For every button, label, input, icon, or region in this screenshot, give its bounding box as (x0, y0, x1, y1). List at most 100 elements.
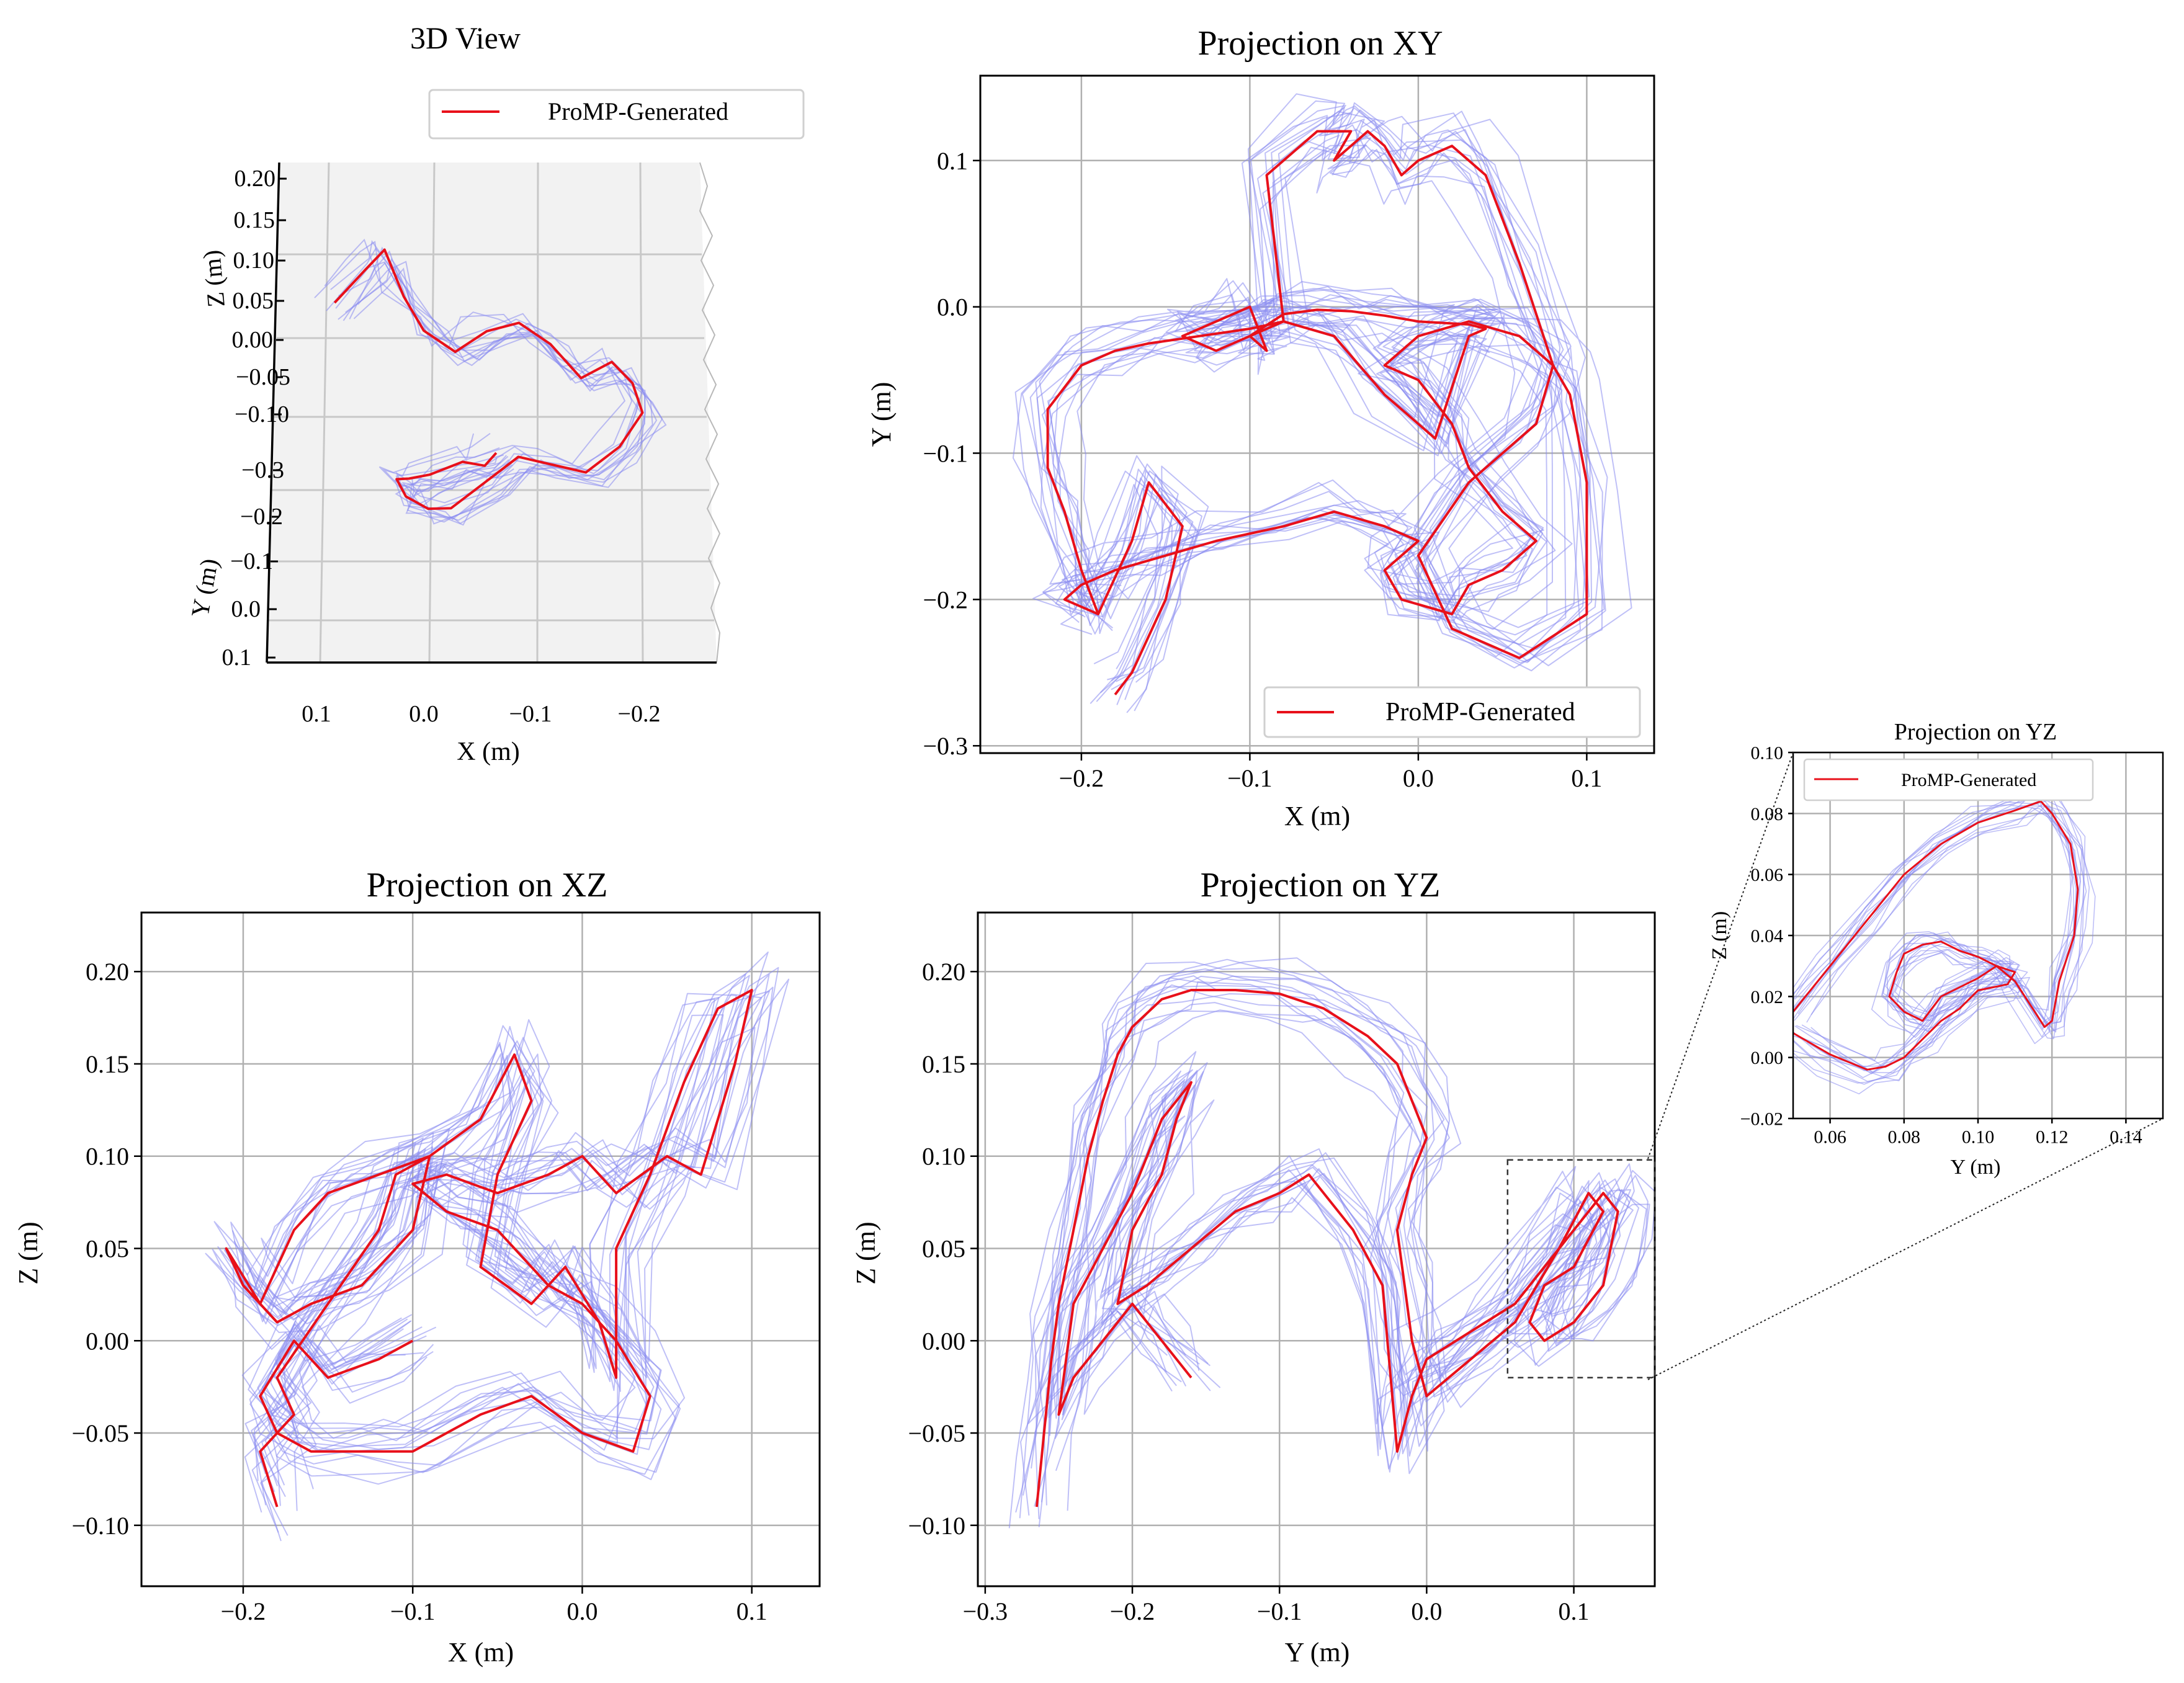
3d-pane (267, 163, 717, 663)
xy-legend-label: ProMP-Generated (1385, 698, 1575, 726)
inset-y-tick-label: 0.08 (1751, 804, 1784, 824)
xz-y-tick-label: 0.15 (86, 1050, 129, 1078)
xy-x-axis-label: X (m) (1284, 801, 1350, 831)
3d-demonstration-line (314, 241, 633, 505)
3d-z-tick-label: −0.10 (235, 401, 289, 427)
xz-demonstration-line (261, 990, 771, 1489)
xz-x-tick-label: 0.1 (736, 1597, 768, 1625)
3d-legend: ProMP-Generated (428, 89, 805, 140)
3d-x-tick-labels: 0.1 0.0 −0.1 −0.2 (302, 701, 660, 727)
yz-demonstration-line (1043, 957, 1655, 1506)
3d-axes (266, 162, 717, 664)
3d-grid-line (536, 162, 539, 663)
3d-y-tick-label: 0.1 (222, 645, 252, 671)
3d-y-tick-label: −0.1 (230, 548, 273, 574)
xz-y-tick-label: −0.05 (71, 1419, 129, 1447)
yz-y-tick-label: 0.15 (922, 1050, 965, 1078)
yz-demonstration-line (1067, 1009, 1620, 1511)
xz-ticks: −0.2 −0.1 0.0 0.1 −0.10 −0.05 0.00 0.05 0.10 0.15… (71, 958, 767, 1625)
inset-demonstration-line (1806, 804, 2085, 1081)
xz-demonstration-line (224, 998, 715, 1493)
3d-z-tick-label: 0.10 (233, 248, 275, 274)
inset-y-axis-label: Z (m) (1708, 911, 1731, 960)
3d-x-tick-label: −0.1 (509, 701, 552, 727)
panel-3d-view: 3D View (186, 20, 805, 766)
3d-grid (269, 162, 714, 663)
yz-demonstration-line (1034, 1010, 1593, 1519)
xy-y-tick-label: −0.1 (923, 440, 968, 468)
inset-demonstration-line (1793, 805, 2082, 1095)
xz-y-axis-label: Z (m) (13, 1221, 43, 1284)
xz-x-axis-label: X (m) (448, 1637, 514, 1667)
xy-x-tick-label: 0.1 (1571, 764, 1602, 792)
3d-grid-line (428, 162, 436, 663)
yz-demonstration-line (1034, 975, 1649, 1507)
xz-demonstration-line (212, 973, 770, 1533)
yz-x-tick-label: 0.1 (1559, 1597, 1590, 1625)
xz-demonstration-line (246, 986, 774, 1542)
yz-y-axis-label: Z (m) (851, 1221, 881, 1284)
3d-y-tick-label: −0.2 (240, 504, 283, 530)
xy-ticks: −0.2 −0.1 0.0 0.1 −0.3 −0.2 −0.1 0.0 0.1 (923, 147, 1602, 792)
xy-y-tick-label: −0.3 (923, 732, 968, 760)
title-3d-view: 3D View (410, 20, 521, 55)
yz-x-tick-label: 0.0 (1411, 1597, 1442, 1625)
title-xz: Projection on XZ (367, 866, 608, 904)
xz-y-tick-label: −0.10 (71, 1512, 129, 1540)
inset-connector-bottom (1647, 1118, 2164, 1380)
inset-ticks: 0.06 0.08 0.10 0.12 0.14−0.020.000.020.040.0… (1740, 743, 2142, 1148)
inset-y-tick-label: 0.04 (1751, 926, 1784, 947)
3d-z-axis-label: Z (m) (197, 249, 230, 308)
xy-demonstration-line (1029, 105, 1590, 682)
3d-z-tick-labels: 0.20 0.15 0.10 0.05 0.00 −0.05 −0.10 (232, 166, 291, 427)
title-xy: Projection on XY (1197, 24, 1443, 63)
3d-trajectories (314, 238, 667, 526)
yz-demo-group (1008, 957, 1655, 1529)
yz-y-tick-label: −0.05 (908, 1419, 965, 1447)
panel-xy: Projection on XY −0.2 −0.1 0.0 0.1−0.3−0.2−… (866, 24, 1655, 831)
inset-legend-label: ProMP-Generated (1901, 770, 2036, 790)
inset-x-tick-label: 0.08 (1888, 1127, 1921, 1148)
3d-demonstration-line (353, 267, 667, 524)
xy-trajectories (1012, 93, 1632, 713)
inset-legend-box (1803, 758, 2094, 801)
3d-promp-generated-line (333, 248, 644, 511)
yz-x-tick-label: −0.2 (1110, 1597, 1155, 1625)
xz-y-tick-label: 0.00 (86, 1327, 129, 1355)
3d-right-wall (699, 162, 721, 663)
xz-demonstration-line (217, 993, 737, 1481)
inset-x-tick-label: 0.10 (1962, 1127, 1995, 1148)
3d-y-tick-label: 0.0 (231, 596, 261, 622)
xz-demonstration-line (241, 973, 746, 1486)
yz-y-tick-label: 0.20 (922, 958, 965, 986)
yz-axes-border (977, 911, 1656, 1587)
xz-y-tick-label: 0.05 (86, 1235, 129, 1263)
xy-demonstration-line (1041, 145, 1603, 713)
inset-promp-generated-line (1793, 800, 2079, 1071)
yz-demonstration-line (1015, 958, 1647, 1513)
3d-y-tick-labels: −0.3 −0.2 −0.1 0.0 0.1 (222, 457, 285, 671)
title-yz: Projection on YZ (1201, 866, 1441, 904)
3d-z-tick-label: 0.00 (232, 327, 274, 353)
3d-x-axis-label: X (m) (457, 738, 519, 766)
3d-z-tick-label: 0.20 (235, 166, 276, 192)
yz-x-axis-label: Y (m) (1285, 1637, 1350, 1667)
3d-y-tick-label: −0.3 (241, 457, 284, 483)
xy-x-tick-label: −0.2 (1059, 764, 1104, 792)
xz-y-tick-label: 0.10 (86, 1143, 129, 1171)
yz-promp-generated-line (1035, 989, 1619, 1507)
xz-trajectories (205, 951, 790, 1542)
3d-demonstration-line (345, 266, 647, 523)
xz-x-tick-label: 0.0 (566, 1597, 597, 1625)
xz-demonstration-line (232, 966, 779, 1506)
3d-y-axis-label: Y (m) (186, 556, 223, 620)
3d-ticks (268, 177, 287, 659)
3d-x-tick-label: 0.1 (302, 701, 331, 727)
xy-axes-border (979, 74, 1655, 754)
yz-inset-region-box (1506, 1159, 1656, 1379)
yz-y-tick-label: 0.00 (922, 1327, 965, 1355)
yz-demonstration-line (1032, 962, 1621, 1493)
3d-right-wall-edge (699, 162, 721, 663)
xy-y-tick-label: 0.0 (937, 293, 968, 321)
